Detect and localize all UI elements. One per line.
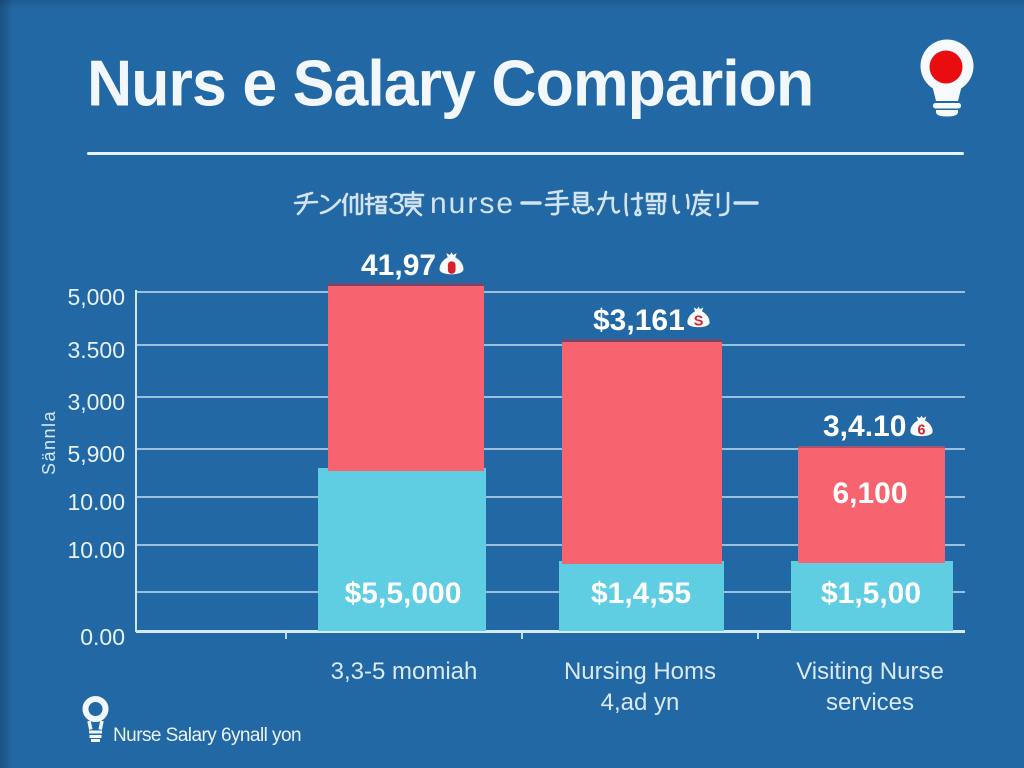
- svg-text:S: S: [694, 314, 704, 330]
- svg-text:nurse: nurse: [430, 187, 515, 220]
- svg-text:6: 6: [917, 423, 925, 439]
- svg-text:3: 3: [388, 186, 405, 221]
